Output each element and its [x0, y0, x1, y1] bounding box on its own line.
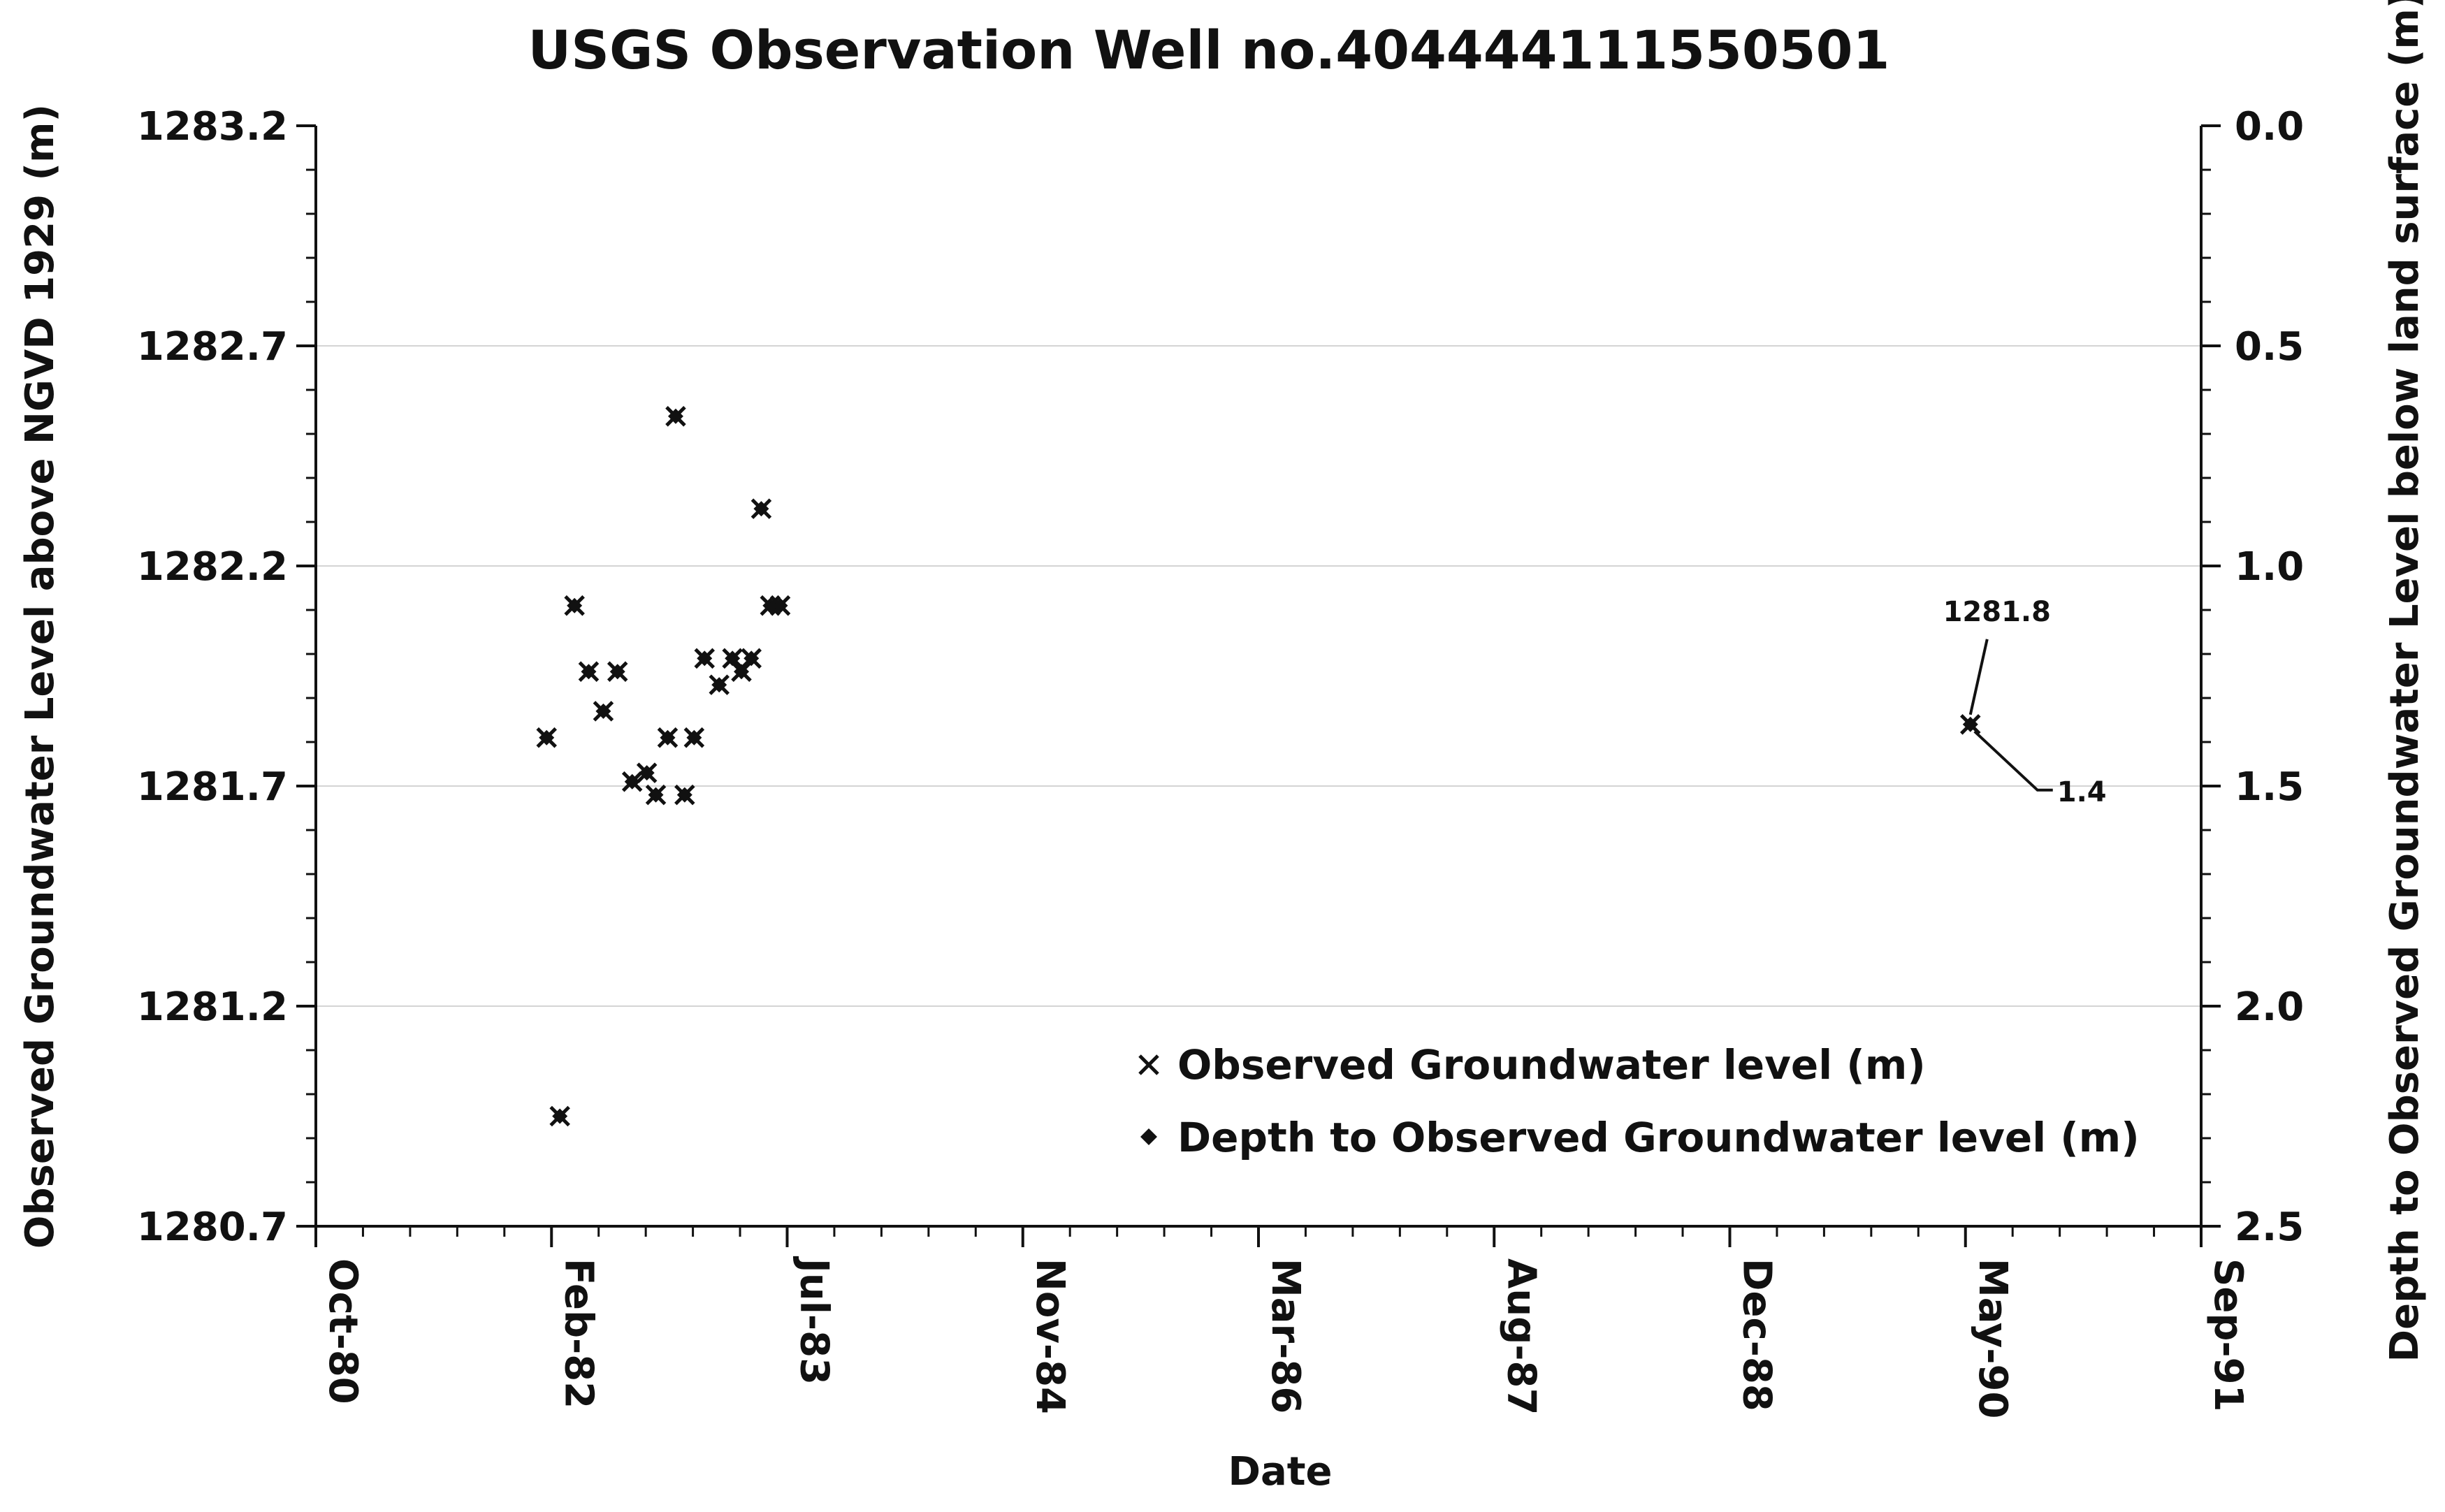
level-point [731, 661, 752, 682]
x-tick-label: May-90 [1970, 1258, 2015, 1418]
annotations: 1281.8 1.4 [1943, 596, 2107, 808]
chart-title: USGS Observation Well no.404444111550501 [528, 19, 1890, 81]
plot-area: 1280.7 1281.2 1281.7 1282.2 1282.7 1283.2 0.0… [137, 104, 2304, 1418]
x-tick-label: Dec-88 [1734, 1258, 1780, 1411]
legend: Observed Groundwater level (m) Depth to … [1138, 1041, 2140, 1161]
level-point [645, 784, 667, 806]
x-tick-label: Oct-80 [320, 1258, 365, 1404]
x-tick-label: Aug-87 [1498, 1258, 1544, 1415]
x-axis-title: Date [1228, 1449, 1332, 1495]
y-tick-label: 1282.2 [137, 544, 288, 590]
y2-axis-tick-labels: 0.0 0.5 1.0 1.5 2.0 2.5 [2235, 104, 2304, 1250]
level-point [769, 595, 791, 616]
y-tick-label: 1283.2 [137, 104, 288, 150]
y-tick-label: 1282.7 [137, 324, 288, 370]
level-point [657, 727, 679, 748]
level-point [694, 648, 716, 669]
x-axis-tick-labels: Oct-80 Feb-82 Jul-83 Nov-84 Mar-86 Aug-87 Dec-… [320, 1256, 2251, 1418]
level-point [578, 661, 600, 682]
data-markers [536, 406, 1981, 1127]
y-tick-label: 1280.7 [137, 1205, 288, 1250]
y2-tick-label: 0.0 [2235, 104, 2304, 150]
level-point [674, 784, 695, 806]
annotation-label: 1281.8 [1943, 596, 2051, 628]
legend-label-observed-level: Observed Groundwater level (m) [1177, 1041, 1926, 1089]
y2-tick-label: 1.0 [2235, 544, 2304, 590]
level-point [636, 762, 658, 783]
annotation-label: 1.4 [2057, 776, 2107, 808]
level-point [1960, 714, 1981, 735]
legend-marker-x [1138, 1054, 1159, 1075]
level-point [549, 1105, 570, 1127]
level-point [683, 727, 705, 748]
level-point [709, 674, 730, 695]
level-point [741, 648, 762, 669]
y-axis-tick-labels: 1280.7 1281.2 1281.7 1282.2 1282.7 1283.2 [137, 104, 288, 1250]
level-point [536, 727, 557, 748]
axis-ticks [296, 124, 2221, 1247]
annotation-leader [1973, 730, 2053, 792]
y-axis-title: Observed Groundwater Level above NGVD 19… [17, 104, 63, 1249]
level-point [564, 595, 585, 616]
level-point [607, 661, 628, 682]
y-tick-label: 1281.7 [137, 764, 288, 810]
level-point [665, 406, 686, 427]
y2-tick-label: 2.5 [2235, 1205, 2304, 1250]
x-tick-label: Nov-84 [1027, 1258, 1073, 1414]
x-tick-label: Jul-83 [792, 1256, 837, 1385]
legend-label-depth: Depth to Observed Groundwater level (m) [1177, 1114, 2140, 1161]
level-point [593, 701, 614, 722]
y2-tick-label: 2.0 [2235, 984, 2304, 1030]
y2-axis-title: Depth to Observed Groundwater Level belo… [2382, 0, 2428, 1362]
x-tick-label: Sep-91 [2205, 1258, 2251, 1412]
annotation-leader [1968, 639, 1989, 715]
level-point [750, 498, 772, 519]
x-tick-label: Feb-82 [556, 1258, 601, 1409]
gridlines [316, 345, 2201, 1007]
legend-x-mark [1138, 1054, 1159, 1075]
legend-marker-diamond [1140, 1128, 1157, 1145]
y2-tick-label: 1.5 [2235, 764, 2304, 810]
y2-tick-label: 0.5 [2235, 324, 2304, 370]
y-tick-label: 1281.2 [137, 984, 288, 1030]
x-tick-label: Mar-86 [1263, 1258, 1308, 1413]
level-point [722, 648, 743, 669]
legend-diamond-mark [1140, 1128, 1157, 1145]
level-point [621, 771, 643, 792]
